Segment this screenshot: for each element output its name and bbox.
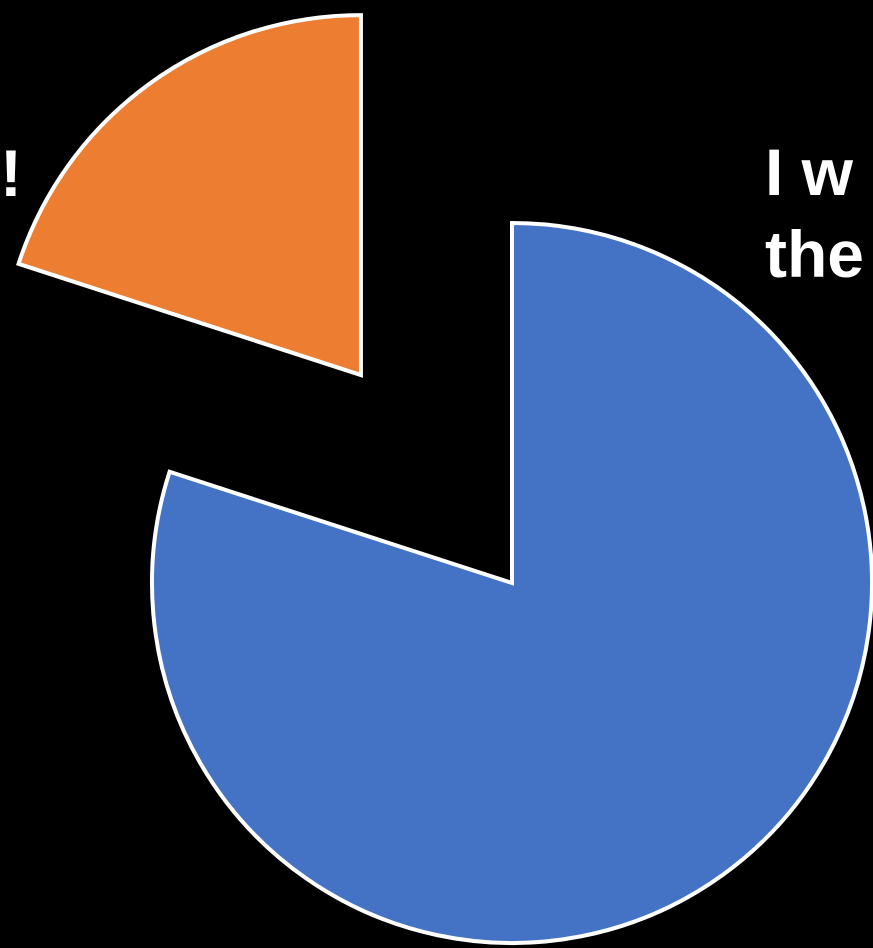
pie-slice-label-line: ! (0, 136, 22, 210)
pie-slice-2 (16, 13, 363, 378)
pie-slice-label-line: I w (765, 135, 854, 209)
pie-slice-label-2: ! (0, 136, 22, 210)
pie-slice-1 (150, 220, 873, 945)
pie-labels: I w the! (0, 135, 864, 291)
pie-slice-label-1: I w the (765, 135, 864, 291)
pie-slice-label-line: the (765, 217, 864, 291)
pie-slices (16, 13, 873, 945)
